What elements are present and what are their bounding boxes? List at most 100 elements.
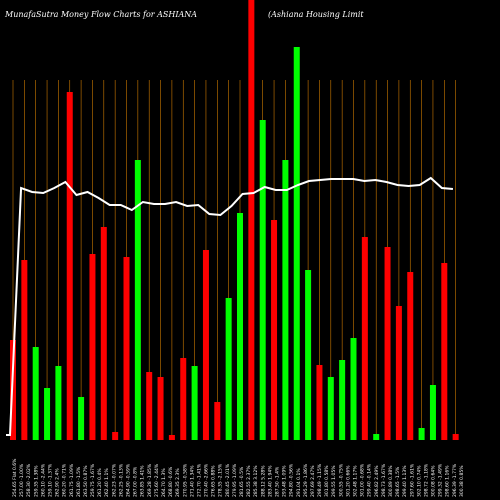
x-tick-label: 285.38 3.12% [253,465,259,497]
bar [191,366,198,440]
x-tick-label: 291.04 0.1% [296,468,302,497]
x-tick-label: 300.55 -0.75% [338,463,344,497]
chart-title: MunafaSutra Money Flow Charts for ASHIAN… [5,10,198,19]
chart-subtitle: (Ashiana Housing Limit [268,10,364,19]
x-tick-label: 299.32 -1.49% [438,463,444,497]
x-tick-label: 301.00 -0.68% [360,463,366,497]
trend-line [6,176,454,436]
bar [361,237,368,440]
x-tick-label: 276.65 0.88% [211,465,217,497]
bar [21,260,28,440]
bar [327,377,334,440]
x-tick-label: 259.75 -1.67% [90,463,96,497]
bar [78,397,85,440]
bar [168,435,175,440]
x-tick-label: 287.50 -1.4% [274,466,280,497]
x-tick-label: 261.75 -1.09% [69,463,75,497]
bar [282,160,289,440]
x-tick-label: 298.60 1.16% [445,465,451,497]
x-tick-label: 295.29 -1.86% [303,463,309,497]
bar [66,92,73,440]
x-tick-label: 283.40 1.94% [267,465,273,497]
bar [55,366,62,440]
x-tick-label: 270.95 -0.58% [182,463,188,497]
x-tick-label: 298.72 -1.18% [423,463,429,497]
bar [452,434,459,440]
bar [395,306,402,440]
x-tick-label: 297.60 -1.61% [409,463,415,497]
bar [407,272,414,440]
bar [146,372,153,440]
x-tick-label: 301.80 0.58% [324,465,330,497]
bar [89,254,96,440]
bar [418,428,425,440]
x-tick-labels: 254.65 Flat 0.6% 257.00 -1.00% 258.30 -2.0… [12,458,465,497]
x-tick-label: 294.80 -0.56% [289,463,295,497]
x-tick-label: 288.12 5.28% [260,465,266,497]
x-tick-label: 258.30 -2.02% [26,463,32,497]
x-tick-label: 272.70 -1.41% [196,463,202,497]
bar [180,358,187,440]
bar [100,227,107,440]
bar [248,0,255,440]
x-tick-label: 267.00 -0.8% [133,466,139,497]
x-tick-label: 278.35 -2.15% [218,463,224,497]
x-tick-label: 269.28 -1.85% [147,463,153,497]
bar [44,388,51,440]
x-tick-label: 279.95 -1.09% [232,463,238,497]
x-tick-label: 269.35 2.3% [175,468,181,497]
bar [373,434,380,440]
bar [384,247,391,440]
bar [339,360,346,440]
x-tick-label: 262.90 2.4% [55,468,61,497]
x-tick-label: 300.08 0.64% [431,465,437,497]
x-tick-label: 254.65 Flat 0.6% [12,458,18,497]
x-tick-label: 296.82 2.49% [374,465,380,497]
x-tick-label: 296.39 -1.77% [452,463,458,497]
x-tick-label: 262.23 -0.07% [111,463,117,497]
x-tick-label: 280.45 -2.01% [225,463,231,497]
x-tick-label: 263.85 1.41% [140,465,146,497]
x-tick-label: 300.38 0.85% [459,465,465,497]
bar [157,377,164,440]
x-tick-label: 261.80 -1.5% [76,466,82,497]
bar [237,213,243,440]
x-tick-label: 301.20 0.66% [345,465,351,497]
x-tick-label: 263.50 0.87% [83,465,89,497]
x-tick-label: 259.35 1.38% [33,465,39,497]
bar [305,270,312,440]
x-tick-label: 260.20 -0.71% [62,463,68,497]
bar [429,385,436,440]
x-tick-label: 300.89 0.38% [388,465,394,497]
x-tick-label: 262.40 1.1% [104,468,110,497]
bar [259,120,266,440]
x-tick-label: 261.20 0.4% [97,468,103,497]
bar [32,347,39,440]
x-tick-label: 298.49 -1.15% [317,463,323,497]
bar [112,432,119,440]
x-tick-label: 302.48 1.17% [353,465,359,497]
x-tick-label: 260.10 -2.44% [40,463,46,497]
x-tick-label: 299.40 -0.14% [367,463,373,497]
x-tick-label: 282.55 2.37% [246,465,252,497]
x-tick-label: 293.48 1.09% [282,465,288,497]
x-tick-label: 264.90 -0.59% [126,463,132,497]
x-tick-label: 299.40 1.13% [402,465,408,497]
x-tick-label: 302.10 0.74% [416,465,422,497]
bar [350,338,357,440]
bar [214,402,221,440]
x-tick-label: 259.10 -1.37% [47,463,53,497]
bar-series [10,0,459,440]
x-tick-label: 257.00 -1.00% [19,463,25,497]
line-series [6,176,454,436]
bar [123,257,130,440]
x-tick-label: 262.25 -0.13% [118,463,124,497]
x-tick-label: 270.40 -2.66% [204,463,210,497]
bar [202,250,209,440]
x-tick-label: 268.80 -0.6% [168,466,174,497]
bar [134,160,141,440]
x-tick-label: 264.70 1.3% [161,468,167,497]
bar [271,220,278,440]
bar [441,263,448,440]
